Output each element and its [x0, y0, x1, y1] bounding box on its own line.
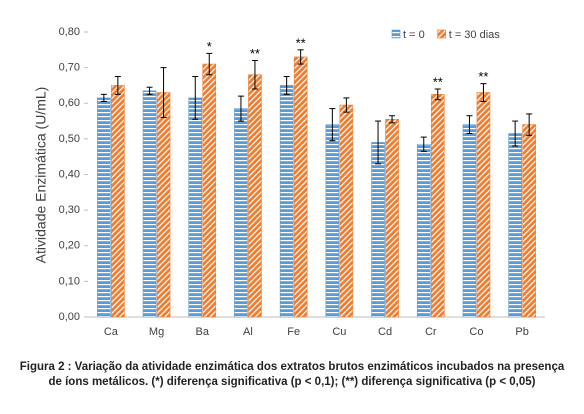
- y-tick-label: 0,70: [59, 62, 80, 74]
- error-bar: [114, 76, 121, 95]
- bar: [248, 74, 262, 318]
- error-bar: [343, 97, 350, 113]
- bar: [416, 143, 431, 318]
- bar: [462, 124, 477, 318]
- bar: [385, 118, 399, 318]
- significance-label: **: [433, 74, 443, 89]
- bar: [508, 133, 522, 318]
- bar: [430, 94, 445, 318]
- bar: [156, 92, 171, 318]
- error-bar: [146, 86, 153, 95]
- x-tick-label: Co: [469, 326, 483, 338]
- error-bar: [206, 52, 213, 76]
- bar: [234, 108, 248, 318]
- chart: Atividade Enzimática (U/mL) 0,00 0,10 0,20…: [33, 26, 545, 338]
- bar: [279, 85, 294, 318]
- x-tick-label: Fe: [287, 326, 300, 338]
- error-bar: [237, 95, 244, 122]
- y-tick-label: 0,50: [59, 133, 80, 145]
- y-tick-label: 0,60: [59, 97, 80, 109]
- bar: [97, 97, 111, 318]
- significance-label: **: [296, 35, 306, 50]
- error-bar: [192, 76, 199, 120]
- bar: [325, 124, 340, 318]
- error-bar: [100, 93, 107, 102]
- error-bar: [526, 113, 533, 136]
- significance-label: *: [207, 39, 212, 54]
- significance-label: **: [250, 46, 260, 61]
- y-tick-label: 0,10: [59, 275, 80, 287]
- y-tick-label: 0,40: [59, 168, 80, 180]
- caption: Figura 2 : Variação da atividade enzimát…: [19, 361, 565, 388]
- y-tick-label: 0,30: [59, 204, 80, 216]
- error-bar: [466, 115, 473, 135]
- bar: [476, 92, 491, 318]
- x-tick-label: Mg: [149, 326, 164, 338]
- error-bar: [329, 108, 336, 142]
- significance-label: **: [478, 69, 488, 84]
- x-tick-label: Cd: [378, 326, 392, 338]
- bar: [339, 104, 354, 318]
- y-axis-label: Atividade Enzimática (U/mL): [33, 87, 49, 264]
- error-bar: [251, 60, 258, 90]
- bar: [293, 56, 308, 318]
- y-tick-label: 0,00: [59, 311, 80, 323]
- x-tick-label: Ca: [104, 326, 119, 338]
- error-bar: [480, 83, 487, 102]
- legend-swatch: [391, 29, 401, 39]
- error-bar: [160, 67, 167, 118]
- x-tick-label: Cr: [425, 326, 437, 338]
- legend-label: t = 0: [403, 29, 425, 41]
- error-bar: [283, 76, 290, 95]
- bar: [142, 90, 157, 318]
- y-tick-label: 0,20: [59, 240, 80, 252]
- x-tick-label: Al: [243, 326, 253, 338]
- bar: [522, 124, 536, 318]
- bar: [202, 63, 217, 318]
- error-bar: [512, 120, 519, 147]
- error-bar: [434, 88, 441, 101]
- error-bar: [297, 49, 304, 65]
- legend-swatch: [437, 29, 447, 39]
- error-bar: [375, 120, 382, 165]
- bar: [371, 142, 385, 318]
- x-tick-label: Ba: [196, 326, 210, 338]
- error-bar: [420, 136, 427, 152]
- x-tick-label: Pb: [515, 326, 528, 338]
- bar: [111, 85, 125, 318]
- legend-label: t = 30 dias: [449, 29, 501, 41]
- x-tick-label: Cu: [332, 326, 346, 338]
- error-bar: [389, 115, 396, 124]
- bar: [188, 97, 203, 318]
- y-tick-label: 0,80: [59, 26, 80, 38]
